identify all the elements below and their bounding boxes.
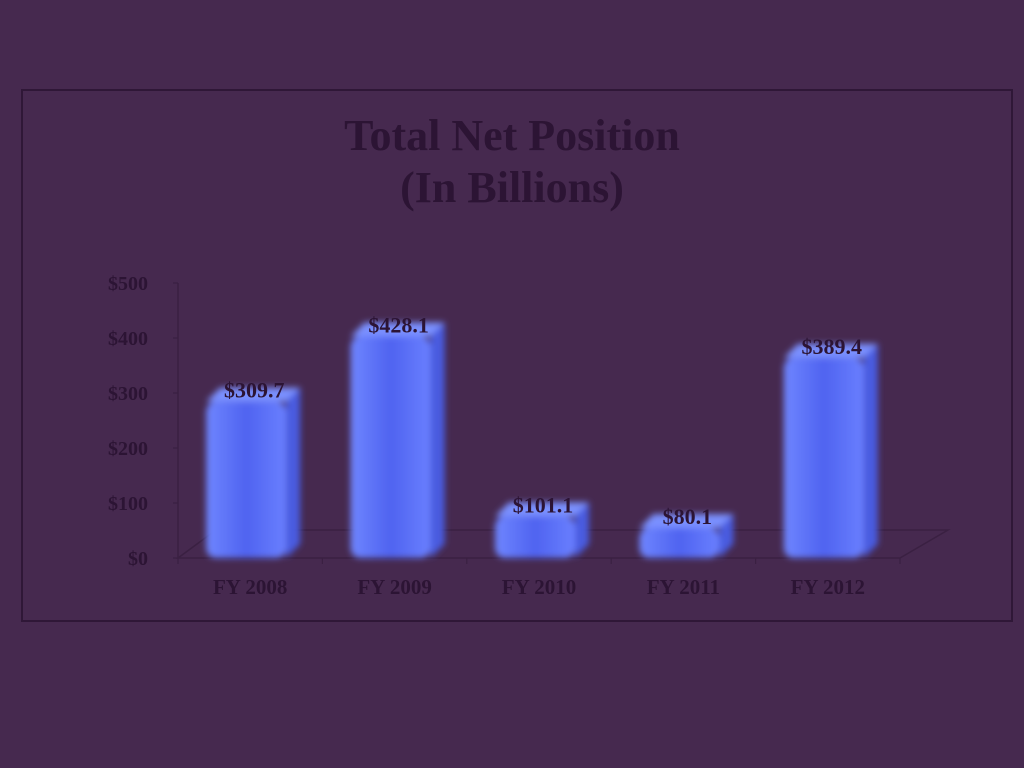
bar-side [719, 513, 734, 558]
x-category-label: FY 2011 [647, 575, 720, 599]
bar-side [575, 502, 589, 558]
bar-side [430, 322, 445, 558]
bar-front [206, 401, 287, 558]
y-tick-label: $400 [108, 328, 148, 350]
y-tick-label: $300 [108, 383, 148, 405]
bar-front [350, 336, 431, 558]
data-label: $428.1 [368, 313, 429, 338]
bar-front [639, 527, 720, 558]
x-category-label: FY 2010 [502, 575, 576, 599]
x-category-label: FY 2009 [357, 575, 431, 599]
bar-top [206, 387, 301, 402]
bar-top [350, 322, 445, 337]
bar-side [863, 343, 878, 558]
y-tick-label: $200 [108, 438, 148, 460]
bar-top [639, 513, 734, 528]
bar [639, 513, 734, 558]
chart-title-line-2: (In Billions) [400, 163, 624, 212]
chart-frame [21, 89, 1013, 622]
bar-top [495, 502, 589, 517]
bar [350, 322, 445, 558]
bar [783, 343, 878, 558]
data-label: $389.4 [802, 334, 863, 359]
bar-front [783, 357, 864, 558]
y-tick-label: $100 [108, 493, 148, 515]
y-tick-label: $500 [108, 273, 148, 295]
chart-title-line-1: Total Net Position [344, 111, 680, 160]
bar [495, 502, 589, 558]
y-tick-label: $0 [128, 548, 148, 570]
bar-front [495, 516, 575, 558]
bar-top [783, 343, 878, 358]
data-label: $309.7 [224, 378, 285, 403]
x-category-label: FY 2008 [213, 575, 287, 599]
data-label: $101.1 [513, 492, 574, 517]
data-label: $80.1 [663, 504, 713, 529]
bar-side [286, 387, 301, 558]
bar [206, 387, 301, 558]
x-category-label: FY 2012 [791, 575, 865, 599]
